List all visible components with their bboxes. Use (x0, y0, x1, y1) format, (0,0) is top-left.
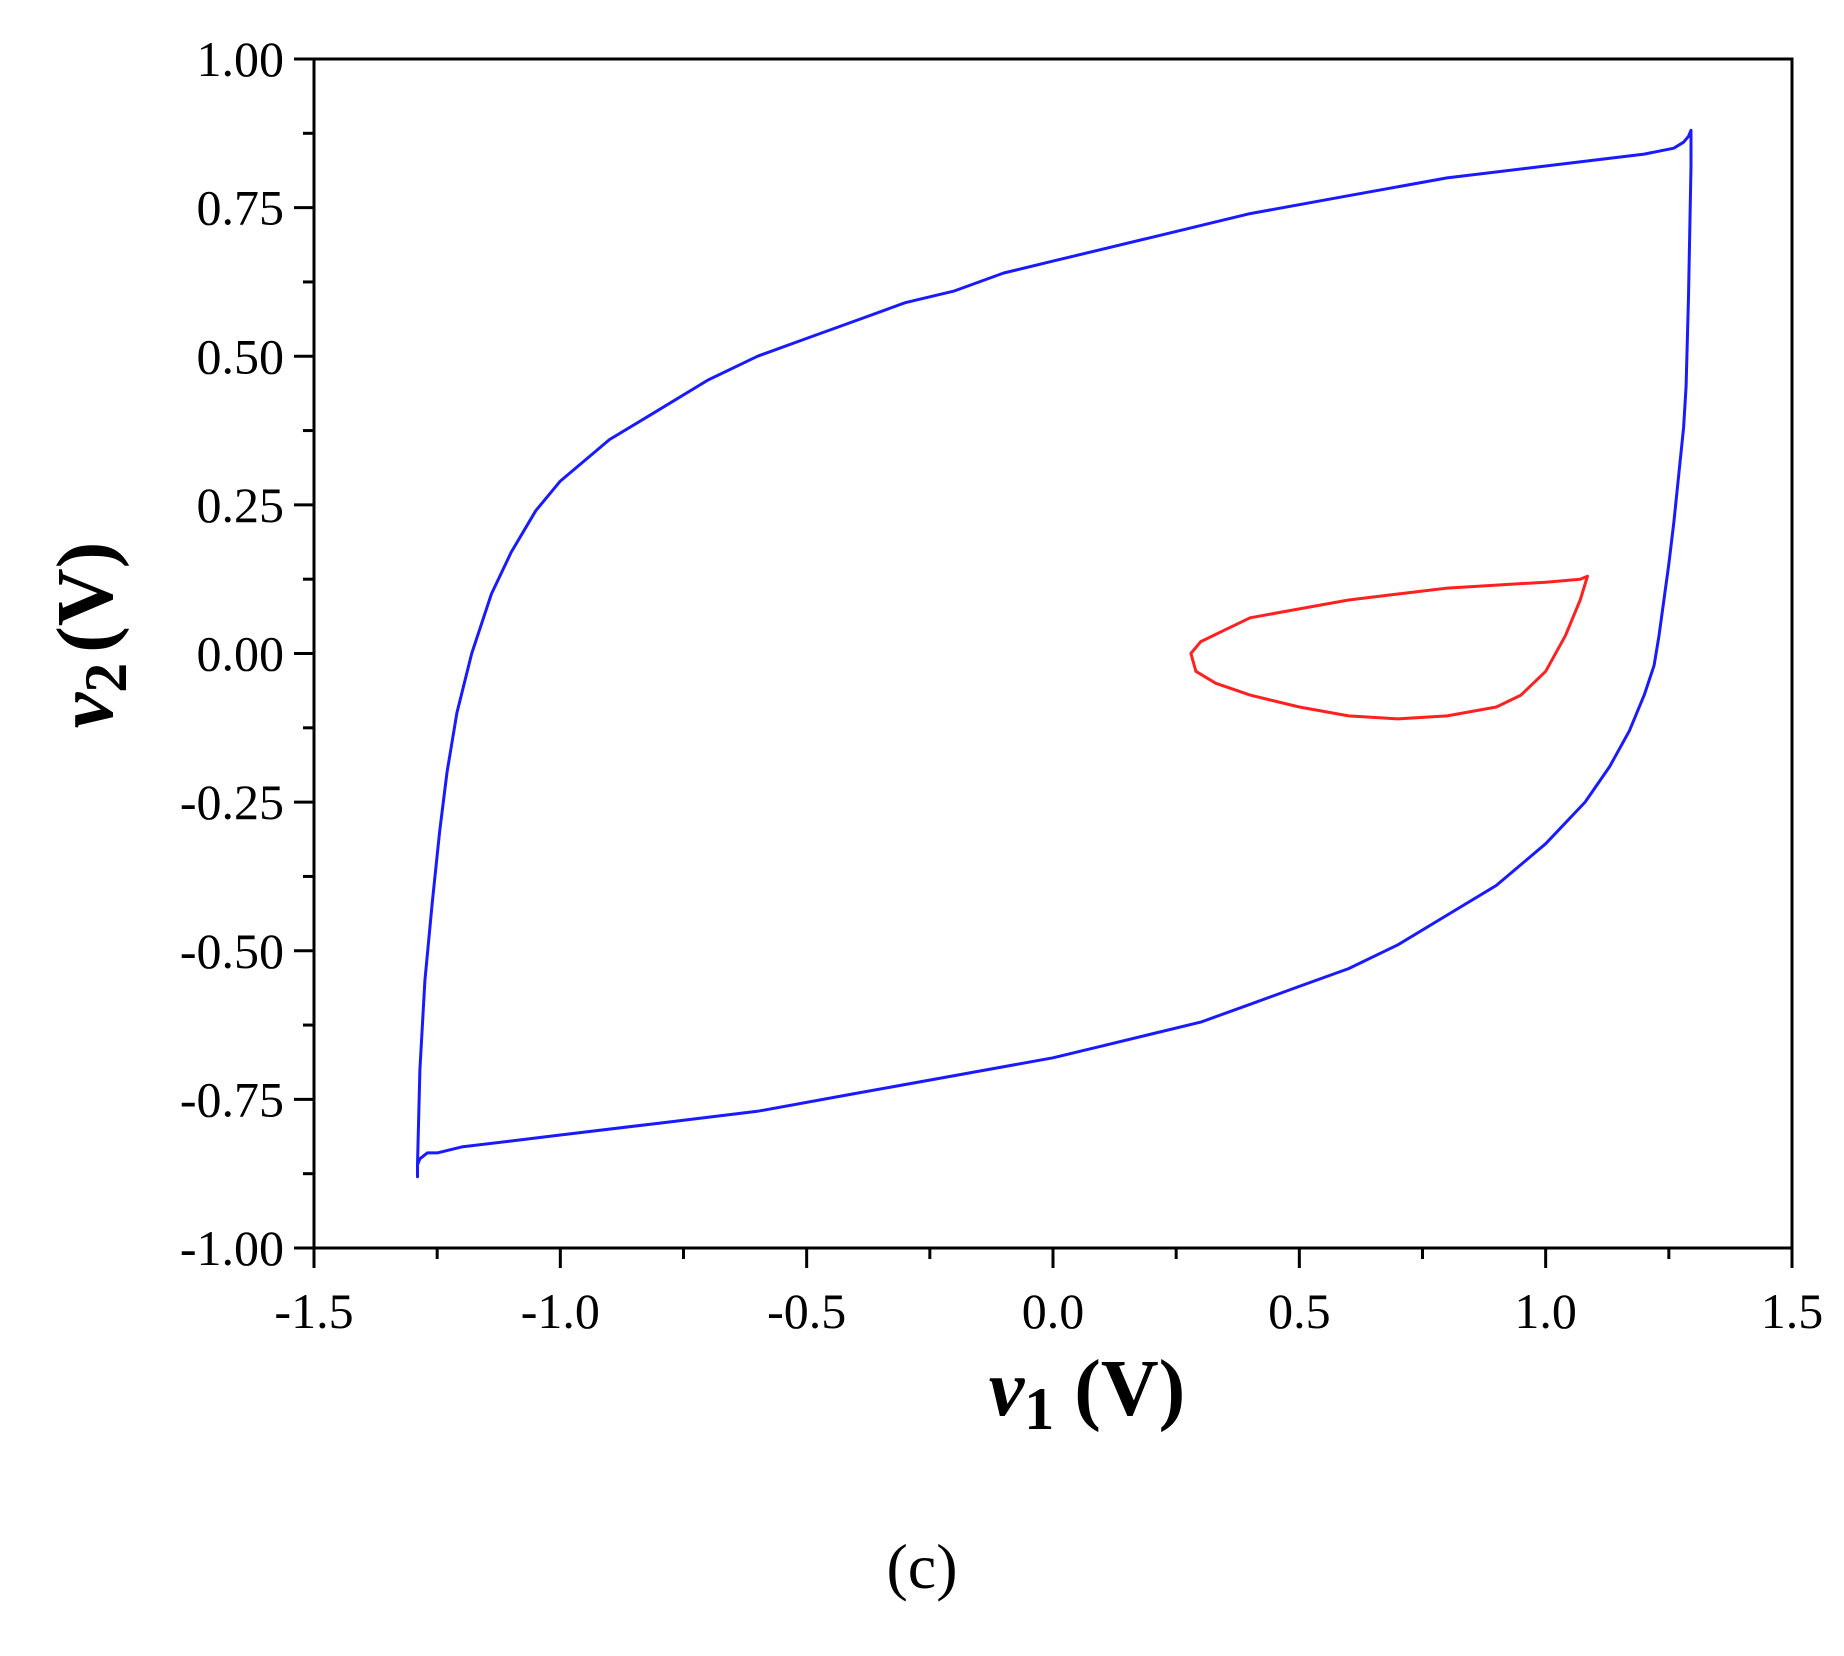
inner-trajectory-curve (1189, 574, 1589, 721)
axis-ticks (294, 57, 1794, 1268)
plot-frame (312, 57, 1794, 1250)
phase-portrait-chart: -1.5 -1.0 -0.5 0.0 0.5 1.0 1.5 1.00 0.75 0.50 0.25… (42, 31, 1823, 1442)
axis-labels: -1.5 -1.0 -0.5 0.0 0.5 1.0 1.5 1.00 0.75 0.50 0.25… (180, 31, 1823, 1339)
y-axis-subscript: 2 (73, 663, 139, 693)
x-axis-unit: (V) (1074, 1345, 1185, 1433)
y-axis-title: v2 (V) (42, 542, 139, 729)
panel-label: (c) (886, 1531, 958, 1602)
x-axis-subscript: 1 (1024, 1376, 1054, 1442)
y-tick-label: 0.75 (197, 180, 285, 236)
x-tick-label: 0.5 (1268, 1283, 1331, 1339)
outer-trajectory-curve (416, 128, 1693, 1179)
series-layer (416, 128, 1693, 1179)
y-tick-label: -0.50 (180, 923, 284, 979)
y-axis-symbol: v (42, 691, 130, 728)
x-tick-label: 0.0 (1022, 1283, 1085, 1339)
y-tick-label: 0.25 (197, 477, 285, 533)
x-tick-label: -0.5 (767, 1283, 846, 1339)
x-tick-label: 1.0 (1514, 1283, 1577, 1339)
x-tick-label: -1.5 (274, 1283, 353, 1339)
y-axis-unit: (V) (42, 542, 130, 653)
y-tick-label: 0.50 (197, 328, 285, 384)
y-tick-label: 0.00 (197, 626, 285, 682)
x-tick-label: 1.5 (1761, 1283, 1824, 1339)
y-tick-label: -1.00 (180, 1220, 284, 1276)
x-axis-title: v1 (V) (989, 1345, 1186, 1442)
x-tick-label: -1.0 (521, 1283, 600, 1339)
x-axis-symbol: v (989, 1345, 1026, 1433)
y-tick-label: 1.00 (197, 31, 285, 87)
y-tick-label: -0.25 (180, 774, 284, 830)
y-tick-label: -0.75 (180, 1071, 284, 1127)
